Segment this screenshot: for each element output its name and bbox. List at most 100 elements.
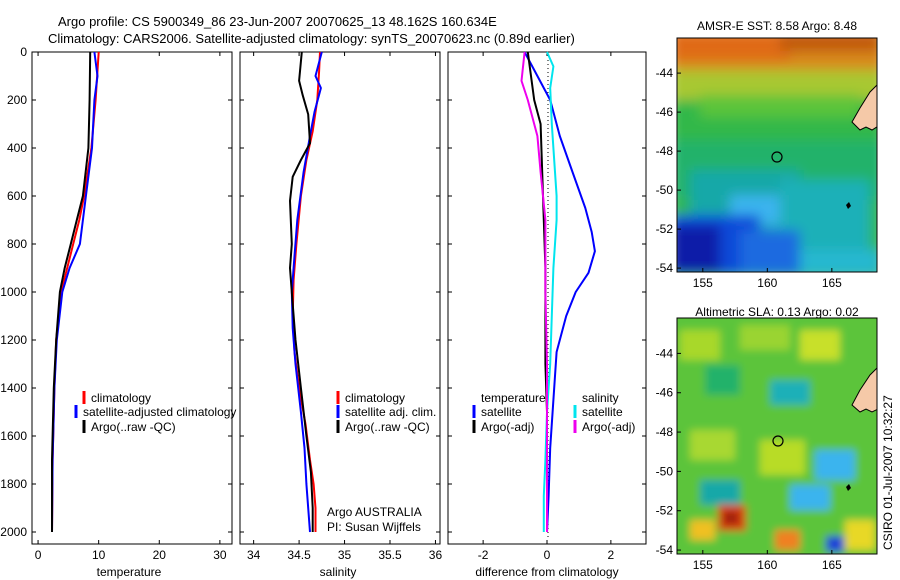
x-tick-label: 30 [213, 548, 227, 562]
map-y-tick-label: -54 [656, 261, 674, 275]
sst-map: AMSR-E SST: 8.58 Argo: 8.48 [656, 19, 878, 290]
sla-x-ticks: 155 160 165 [693, 550, 842, 572]
x-tick-label: -2 [478, 548, 489, 562]
legend-label-satellite: satellite-adjusted climatology [83, 405, 236, 419]
map-y-tick-label: -50 [656, 183, 674, 197]
temperature-legend: climatology satellite-adjusted climatolo… [74, 391, 236, 434]
x-tick-label: 20 [153, 548, 167, 562]
temperature-xlabel: temperature [97, 565, 162, 579]
x-tick-label: 34.5 [287, 548, 311, 562]
sla-map-frame [676, 317, 878, 555]
map-y-tick-label: -46 [656, 386, 674, 400]
temperature-lines [51, 51, 100, 533]
x-tick-label: 0 [35, 548, 42, 562]
difference-x-ticks: -2 0 2 [478, 52, 615, 562]
x-tick-label: 2 [608, 548, 615, 562]
series-line-salinity-argo-adj- [520, 51, 548, 532]
difference-y-ticks [448, 51, 646, 533]
sst-map-title: AMSR-E SST: 8.58 Argo: 8.48 [697, 19, 857, 33]
x-tick-label: 34 [247, 548, 261, 562]
map-x-tick-label: 155 [693, 276, 713, 290]
salinity-x-ticks: 34 34.5 35 35.5 36 [247, 52, 442, 562]
y-tick-label: 400 [7, 141, 27, 155]
y-tick-label: 1200 [0, 333, 27, 347]
map-y-tick-label: -48 [656, 425, 674, 439]
island-auckland [846, 484, 851, 491]
map-y-tick-label: -50 [656, 464, 674, 478]
temperature-y-ticks: 0 200 400 600 800 1000 1200 1400 1600 1800 2000 [0, 45, 232, 539]
sla-map: Altimetric SLA: 0.13 Argo: 0.02 [656, 305, 878, 572]
map-y-tick-label: -44 [656, 66, 674, 80]
series-line-argo-raw-qc- [289, 51, 314, 532]
x-tick-label: 36 [429, 548, 443, 562]
legend-label-sal-argo: Argo(-adj) [582, 420, 635, 434]
sst-field [677, 38, 877, 272]
map-x-tick-label: 160 [757, 558, 777, 572]
salinity-annotation-line2: PI: Susan Wijffels [327, 520, 421, 534]
legend-label-temp-satellite: satellite [481, 405, 522, 419]
salinity-lines [289, 51, 323, 533]
y-tick-label: 800 [7, 237, 27, 251]
map-x-tick-label: 165 [822, 276, 842, 290]
salinity-axes-box [239, 51, 441, 545]
header-line2: Climatology: CARS2006. Satellite-adjuste… [48, 31, 575, 46]
x-tick-label: 35 [338, 548, 352, 562]
legend-label-climatology: climatology [345, 391, 405, 405]
x-tick-label: 0 [544, 548, 551, 562]
legend-label-temp-argo: Argo(-adj) [481, 420, 534, 434]
x-tick-label: 10 [92, 548, 106, 562]
legend-label-sal-satellite: satellite [582, 405, 623, 419]
sst-y-ticks: -44 -46 -48 -50 -52 -54 [656, 66, 681, 275]
legend-label-climatology: climatology [91, 391, 151, 405]
y-tick-label: 1800 [0, 477, 27, 491]
temperature-axes-box [31, 51, 233, 545]
sla-map-title: Altimetric SLA: 0.13 Argo: 0.02 [695, 305, 859, 319]
sla-field [677, 318, 877, 554]
map-y-tick-label: -44 [656, 346, 674, 360]
map-x-tick-label: 155 [693, 558, 713, 572]
island-auckland [846, 202, 851, 209]
salinity-legend: climatology satellite adj. clim. Argo(..… [336, 391, 436, 434]
land-new-zealand [851, 84, 877, 131]
series-line-salinity-satellite [542, 51, 558, 532]
float-position-marker [771, 151, 783, 163]
sst-x-ticks: 155 160 165 [693, 268, 842, 290]
legend-label-argo: Argo(..raw -QC) [345, 420, 430, 434]
salinity-xlabel: salinity [320, 565, 357, 579]
y-tick-label: 1000 [0, 285, 27, 299]
series-line-satellite-adj-clim- [290, 51, 323, 533]
difference-panel: -2 0 2 difference from climatology tempera… [447, 51, 647, 579]
map-x-tick-label: 165 [822, 558, 842, 572]
difference-xlabel: difference from climatology [475, 565, 618, 579]
difference-lines [520, 51, 596, 533]
header-line1: Argo profile: CS 5900349_86 23-Jun-2007 … [58, 14, 497, 29]
y-tick-label: 0 [20, 45, 27, 59]
legend-label-argo: Argo(..raw -QC) [91, 420, 176, 434]
sla-y-ticks: -44 -46 -48 -50 -52 -54 [656, 346, 681, 557]
series-line-argo-raw-qc- [51, 51, 92, 532]
map-y-tick-label: -52 [656, 222, 674, 236]
y-tick-label: 600 [7, 189, 27, 203]
map-y-tick-label: -54 [656, 543, 674, 557]
difference-legend: temperature satellite Argo(-adj) salinit… [472, 391, 635, 434]
temperature-panel: 0 200 400 600 800 1000 1200 1400 1600 1800 2000 0 1… [0, 45, 236, 579]
salinity-y-ticks [240, 51, 440, 533]
salinity-annotation-line1: Argo AUSTRALIA [327, 505, 422, 519]
x-tick-label: 35.5 [378, 548, 402, 562]
map-y-tick-label: -46 [656, 105, 674, 119]
map-x-tick-label: 160 [757, 276, 777, 290]
legend-salinity-title: salinity [582, 391, 619, 405]
sst-map-frame [676, 37, 878, 273]
float-position-marker [772, 435, 784, 447]
csiro-timestamp-label: CSIRO 01-Jul-2007 10:32:27 [881, 395, 895, 550]
y-tick-label: 200 [7, 93, 27, 107]
y-tick-label: 2000 [0, 525, 27, 539]
legend-label-satellite: satellite adj. clim. [345, 405, 436, 419]
map-y-tick-label: -52 [656, 504, 674, 518]
y-tick-label: 1600 [0, 429, 27, 443]
y-tick-label: 1400 [0, 381, 27, 395]
legend-temperature-title: temperature [481, 391, 546, 405]
map-y-tick-label: -48 [656, 144, 674, 158]
salinity-panel: 34 34.5 35 35.5 36 salinity climatology sate… [239, 51, 442, 579]
